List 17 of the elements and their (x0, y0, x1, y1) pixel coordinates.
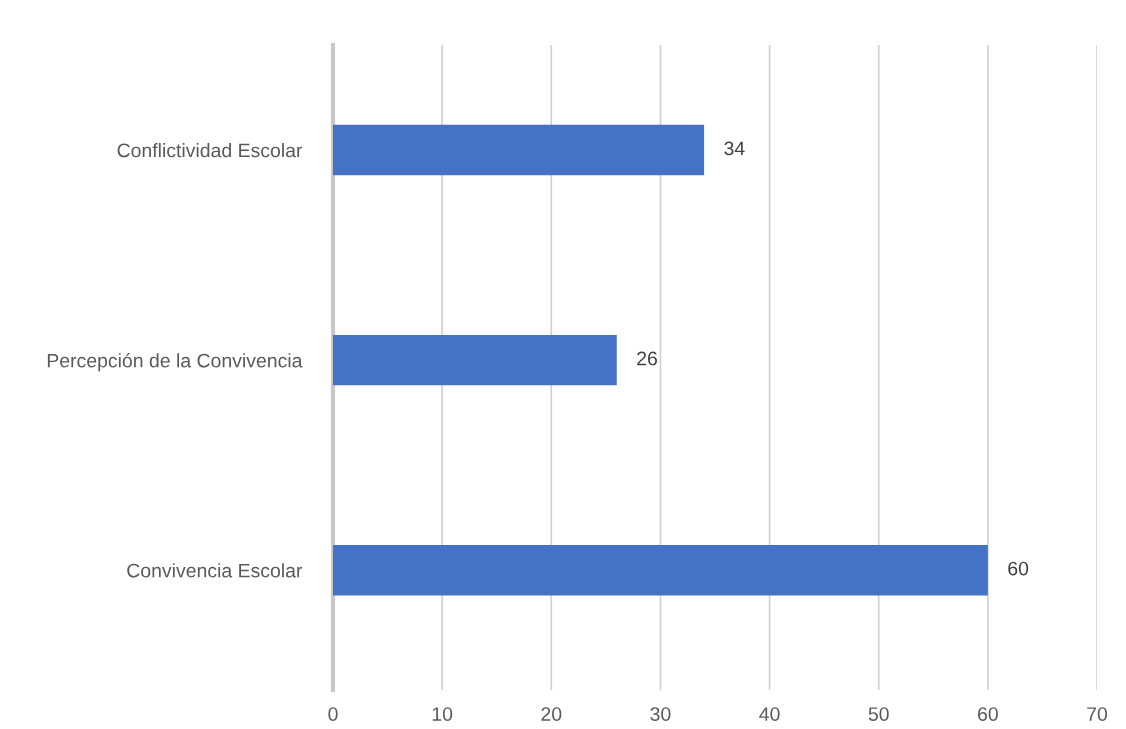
x-tick-label: 20 (541, 707, 562, 721)
x-tick-label: 0 (328, 707, 338, 721)
y-tick-label: Conflictividad Escolar (117, 143, 303, 158)
y-tick-label: Percepción de la Convivencia (47, 352, 303, 372)
x-tick-label: 60 (978, 707, 998, 721)
data-label: 34 (724, 141, 745, 156)
data-label: 60 (1008, 561, 1029, 576)
x-tick-label: 40 (759, 707, 780, 721)
bar (333, 334, 617, 386)
data-label: 26 (637, 351, 657, 366)
x-tick-label: 70 (1087, 707, 1108, 721)
x-tick-label: 30 (650, 707, 671, 721)
y-tick-label: Convivencia Escolar (127, 563, 303, 578)
bar (333, 545, 988, 596)
x-tick-label: 50 (868, 707, 889, 721)
x-tick-label: 10 (432, 707, 453, 721)
bar (333, 124, 705, 176)
